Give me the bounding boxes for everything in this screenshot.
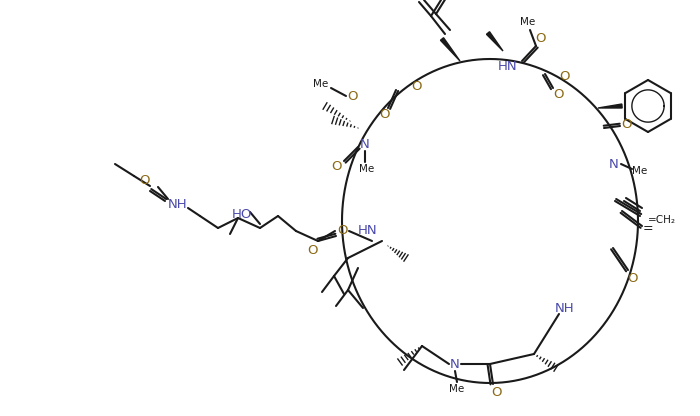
- Text: O: O: [491, 386, 503, 399]
- Text: O: O: [560, 69, 570, 82]
- Text: O: O: [330, 159, 342, 173]
- Text: N: N: [360, 138, 370, 151]
- Text: Me: Me: [520, 17, 536, 27]
- Text: NH: NH: [555, 302, 575, 314]
- Text: =CH₂: =CH₂: [648, 215, 676, 225]
- Text: Me: Me: [314, 79, 328, 89]
- Text: NH: NH: [168, 198, 188, 210]
- Text: N: N: [609, 158, 619, 171]
- Text: O: O: [337, 225, 347, 238]
- Text: O: O: [628, 272, 638, 285]
- Polygon shape: [598, 104, 622, 108]
- Text: =: =: [643, 223, 653, 235]
- Text: O: O: [308, 245, 318, 258]
- Polygon shape: [486, 32, 503, 51]
- Text: HN: HN: [358, 225, 378, 238]
- Text: O: O: [379, 107, 389, 121]
- Text: HN: HN: [498, 59, 518, 72]
- Text: Me: Me: [632, 166, 648, 176]
- Text: O: O: [621, 119, 631, 131]
- Polygon shape: [440, 38, 460, 61]
- Text: HO: HO: [232, 208, 252, 220]
- Text: Me: Me: [359, 164, 375, 174]
- Text: N: N: [450, 357, 460, 371]
- Text: O: O: [348, 89, 358, 102]
- Text: O: O: [554, 87, 564, 101]
- Text: O: O: [535, 32, 545, 45]
- Text: O: O: [411, 79, 421, 92]
- Text: Me: Me: [449, 384, 465, 394]
- Text: O: O: [140, 174, 150, 188]
